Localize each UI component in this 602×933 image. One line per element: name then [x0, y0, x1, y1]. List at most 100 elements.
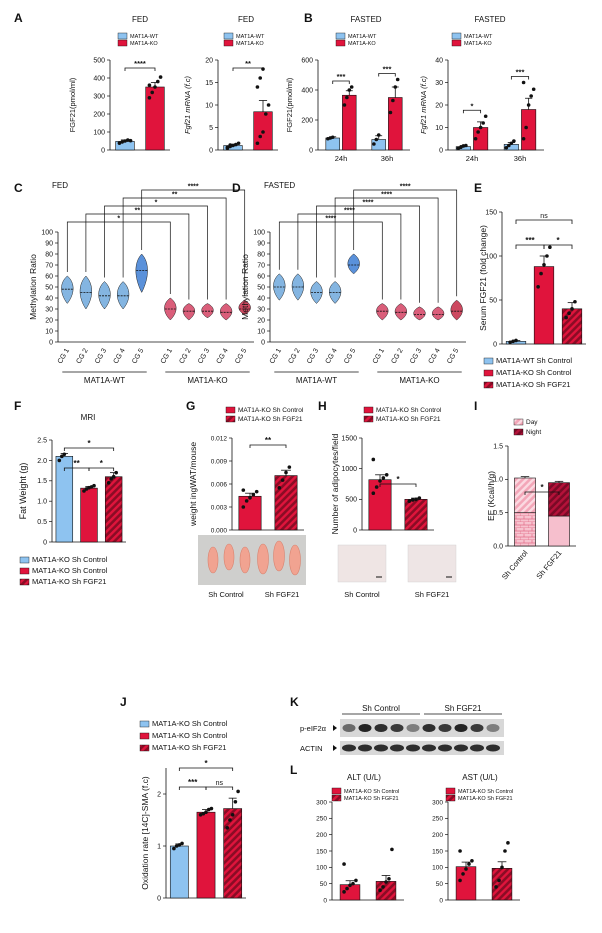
y-tick-label: 0: [101, 147, 105, 154]
significance-label: *: [204, 759, 208, 768]
data-point: [570, 307, 574, 311]
data-point: [201, 811, 206, 816]
y-tick-label: 200: [93, 111, 105, 118]
y-axis-label: EE (Kcal/h/g): [486, 471, 496, 521]
y-tick-label: 15: [205, 80, 213, 87]
significance-bracket: [178, 767, 234, 771]
data-point: [111, 474, 116, 479]
legend-swatch: [225, 406, 236, 414]
legend-swatch: [445, 794, 456, 802]
histology-image: [407, 544, 457, 583]
y-tick-label: 10: [205, 102, 213, 109]
data-point: [155, 79, 160, 84]
y-tick-label: 100: [316, 865, 327, 872]
y-tick-label: 1.5: [37, 478, 47, 485]
x-tick-label: CG 1: [372, 347, 386, 365]
legend-label: MAT1A-KO Sh FGF21: [344, 796, 399, 802]
data-point: [567, 311, 571, 316]
y-axis-label: Methylation Ratio: [28, 254, 38, 320]
data-point: [372, 142, 376, 146]
data-point: [414, 497, 418, 502]
blot-band: [342, 724, 356, 732]
data-point: [417, 496, 422, 500]
data-point: [376, 133, 381, 137]
x-tick-label: CG 2: [287, 347, 301, 365]
blot-strip: [340, 719, 504, 737]
y-tick-label: 0.5: [493, 510, 503, 517]
bar: [223, 808, 243, 899]
legend-label: MAT1A-KO Sh FGF21: [458, 796, 513, 802]
y-tick-label: 50: [45, 284, 53, 291]
data-point: [345, 95, 349, 100]
significance-label: **: [245, 59, 251, 68]
data-point: [254, 489, 259, 494]
data-point: [248, 496, 252, 500]
blot-band: [374, 724, 388, 732]
y-axis-label: weight ingWAT/mouse: [188, 442, 198, 527]
x-tick-label: CG 4: [325, 347, 339, 365]
data-point: [120, 140, 125, 144]
y-tick-label: 2.5: [37, 437, 47, 444]
violin-shape: [79, 275, 93, 310]
data-point: [470, 859, 474, 863]
legend-label: Night: [526, 429, 541, 436]
legend-label: MAT1A-WT: [464, 34, 493, 40]
significance-label: *: [471, 101, 474, 110]
y-tick-label: 0.5: [37, 519, 47, 526]
data-point: [458, 878, 462, 883]
blot-band: [454, 724, 468, 732]
y-tick-label: 2: [157, 791, 161, 798]
stacked-bar-day: [548, 515, 570, 547]
legend-label: MAT1A-KO Sh Control: [152, 731, 228, 740]
panel-letter: I: [474, 399, 477, 413]
data-point: [209, 806, 214, 811]
significance-bracket: [543, 244, 573, 249]
data-point: [109, 476, 113, 481]
legend-swatch: [451, 39, 462, 47]
data-point: [180, 841, 184, 846]
data-point: [384, 473, 389, 477]
data-point: [342, 862, 346, 866]
significance-label: ****: [188, 184, 199, 191]
data-point: [545, 254, 549, 258]
x-tick-label: CG 1: [160, 347, 174, 365]
x-tick-label: CG 4: [113, 347, 127, 365]
bar: [455, 866, 477, 901]
x-tick-label: CG 2: [390, 347, 404, 365]
y-axis-label: FGF21(pmol/ml): [285, 77, 294, 132]
data-point: [251, 492, 256, 497]
violin-shape: [273, 273, 286, 301]
x-tick-label: Sh Control: [500, 548, 530, 581]
data-point: [128, 138, 133, 143]
data-point: [388, 110, 393, 115]
significance-label: ****: [381, 192, 392, 199]
x-tick-label: CG 5: [234, 347, 248, 365]
legend-label: MAT1A-KO Sh FGF21: [238, 416, 303, 423]
y-tick-label: 60: [45, 273, 53, 280]
violin-shape: [116, 281, 130, 310]
significance-label: ****: [344, 208, 355, 215]
data-point: [114, 470, 118, 475]
significance-label: ****: [363, 200, 374, 207]
data-point: [497, 878, 501, 883]
blot-band: [406, 744, 420, 752]
data-point: [233, 800, 238, 804]
legend-swatch: [363, 415, 374, 423]
significance-bracket: [297, 213, 402, 300]
significance-bracket: [122, 197, 227, 300]
data-point: [464, 143, 468, 148]
group-label: MAT1A-KO: [399, 376, 439, 385]
data-point: [153, 85, 157, 89]
y-tick-label: 250: [432, 816, 443, 823]
bar: [491, 868, 513, 901]
data-point: [255, 85, 260, 89]
bar: [238, 495, 262, 531]
data-point: [507, 143, 511, 148]
legend-swatch: [513, 418, 524, 426]
chart-D: 0 10 20 30 40 50 60 70 80 90 100 Methylation Ratio C…: [240, 181, 466, 385]
legend-label: MAT1A-WT Sh Control: [496, 356, 572, 365]
